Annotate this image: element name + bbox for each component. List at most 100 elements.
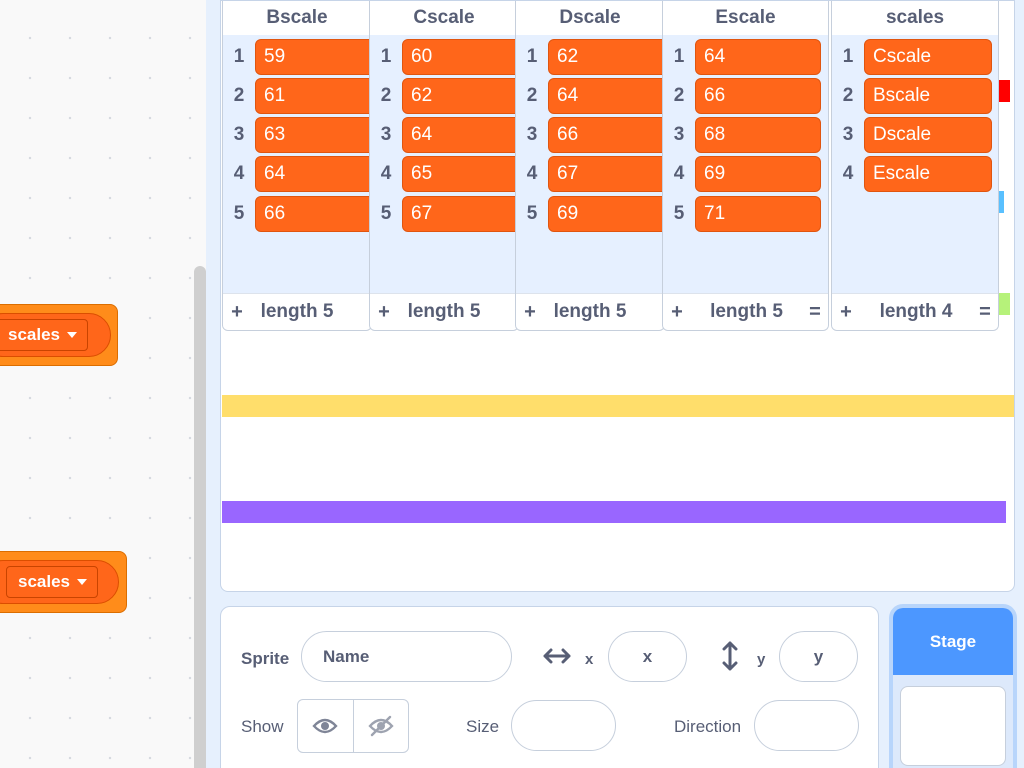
list-row[interactable]: 2 61 <box>223 78 371 114</box>
list-row[interactable]: 3 64 <box>370 117 518 153</box>
list-row-index: 2 <box>673 85 685 106</box>
y-label: y <box>757 651 766 668</box>
list-reporter[interactable]: scales <box>0 313 111 357</box>
dropdown-caret-icon <box>77 579 87 585</box>
list-row[interactable]: 4 64 <box>223 156 371 192</box>
list-footer: + length 5 <box>223 293 371 330</box>
list-row[interactable]: 3 63 <box>223 117 371 153</box>
stage-selector-header: Stage <box>893 608 1013 675</box>
list-row[interactable]: 2 64 <box>516 78 664 114</box>
list-block[interactable]: scales <box>0 551 127 613</box>
list-row-value[interactable]: 64 <box>548 78 664 114</box>
list-row-value[interactable]: Bscale <box>864 78 992 114</box>
list-footer: + length 5 = <box>663 293 828 330</box>
list-row-value[interactable]: 66 <box>695 78 821 114</box>
list-dropdown[interactable]: scales <box>0 319 88 351</box>
sprite-name-input[interactable] <box>301 631 512 682</box>
list-monitor[interactable]: scales 1 Cscale 2 Bscale 3 Dscale 4 Escale + lengt… <box>831 1 999 331</box>
list-row-value[interactable]: 66 <box>255 196 371 232</box>
list-monitor[interactable]: Escale 1 64 2 66 3 68 4 69 5 71 + length 5 = <box>662 1 829 331</box>
list-row-value[interactable]: Cscale <box>864 39 992 75</box>
list-length-label: length 5 <box>260 301 334 322</box>
x-label: x <box>585 651 594 668</box>
y-input[interactable] <box>779 631 858 682</box>
list-monitor[interactable]: Bscale 1 59 2 61 3 63 4 64 5 66 + length 5 <box>222 1 372 331</box>
list-row-value[interactable]: 69 <box>548 196 664 232</box>
list-title: Bscale <box>223 1 371 35</box>
list-length-label: length 4 <box>879 301 953 322</box>
list-row-value[interactable]: Dscale <box>864 117 992 153</box>
x-input[interactable] <box>608 631 687 682</box>
list-row[interactable]: 2 66 <box>663 78 821 114</box>
stage-canvas[interactable]: Bscale 1 59 2 61 3 63 4 64 5 66 + length 5 Cscale 1 60 2… <box>220 0 1015 592</box>
list-row[interactable]: 1 62 <box>516 39 664 75</box>
add-item-button[interactable]: + <box>840 300 852 323</box>
list-row[interactable]: 4 Escale <box>832 156 992 192</box>
list-row[interactable]: 5 69 <box>516 196 664 232</box>
list-reporter[interactable]: scales <box>0 560 119 604</box>
direction-input[interactable] <box>754 700 859 751</box>
blue-stripe <box>997 191 1004 213</box>
list-row[interactable]: 5 71 <box>663 196 821 232</box>
list-row-value[interactable]: 63 <box>255 117 371 153</box>
list-row[interactable]: 3 68 <box>663 117 821 153</box>
list-monitor[interactable]: Cscale 1 60 2 62 3 64 4 65 5 67 + length 5 <box>369 1 519 331</box>
list-row-value[interactable]: 62 <box>402 78 518 114</box>
show-label: Show <box>241 717 284 736</box>
list-row[interactable]: 1 60 <box>370 39 518 75</box>
add-item-button[interactable]: + <box>524 300 536 323</box>
stage-selector[interactable]: Stage <box>889 604 1017 768</box>
list-row-value[interactable]: 59 <box>255 39 371 75</box>
show-visible-button[interactable] <box>298 700 353 752</box>
resize-handle[interactable]: = <box>809 300 821 323</box>
list-items[interactable]: 1 64 2 66 3 68 4 69 5 71 <box>663 35 828 294</box>
list-items[interactable]: 1 60 2 62 3 64 4 65 5 67 <box>370 35 518 294</box>
list-row-value[interactable]: 64 <box>695 39 821 75</box>
list-items[interactable]: 1 62 2 64 3 66 4 67 5 69 <box>516 35 664 294</box>
list-row[interactable]: 1 64 <box>663 39 821 75</box>
add-item-button[interactable]: + <box>231 300 243 323</box>
list-row-value[interactable]: 61 <box>255 78 371 114</box>
list-row-value[interactable]: 64 <box>402 117 518 153</box>
list-row[interactable]: 4 65 <box>370 156 518 192</box>
list-row-value[interactable]: 67 <box>548 156 664 192</box>
code-area[interactable]: scales scales <box>0 0 206 768</box>
list-row-value[interactable]: 62 <box>548 39 664 75</box>
show-hidden-button[interactable] <box>352 700 409 752</box>
list-row[interactable]: 5 67 <box>370 196 518 232</box>
list-monitor[interactable]: Dscale 1 62 2 64 3 66 4 67 5 69 + length 5 <box>515 1 665 331</box>
list-row-value[interactable]: 67 <box>402 196 518 232</box>
list-row-value[interactable]: 66 <box>548 117 664 153</box>
stage-thumbnail[interactable] <box>900 686 1006 766</box>
list-title: Cscale <box>370 1 518 35</box>
list-row-value[interactable]: 69 <box>695 156 821 192</box>
list-row-value[interactable]: 65 <box>402 156 518 192</box>
resize-handle[interactable]: = <box>979 300 991 323</box>
add-item-button[interactable]: + <box>671 300 683 323</box>
list-dropdown[interactable]: scales <box>6 566 98 598</box>
list-row[interactable]: 2 62 <box>370 78 518 114</box>
list-row-value[interactable]: 64 <box>255 156 371 192</box>
list-items[interactable]: 1 Cscale 2 Bscale 3 Dscale 4 Escale <box>832 35 998 294</box>
list-dropdown-label: scales <box>18 572 70 591</box>
list-footer: + length 4 = <box>832 293 998 330</box>
list-row-index: 5 <box>380 203 392 224</box>
list-row[interactable]: 4 69 <box>663 156 821 192</box>
list-row[interactable]: 4 67 <box>516 156 664 192</box>
list-row[interactable]: 3 Dscale <box>832 117 992 153</box>
list-items[interactable]: 1 59 2 61 3 63 4 64 5 66 <box>223 35 371 294</box>
list-row[interactable]: 5 66 <box>223 196 371 232</box>
list-row-value[interactable]: 60 <box>402 39 518 75</box>
list-row-value[interactable]: 71 <box>695 196 821 232</box>
list-row[interactable]: 2 Bscale <box>832 78 992 114</box>
list-row-value[interactable]: 68 <box>695 117 821 153</box>
list-row[interactable]: 3 66 <box>516 117 664 153</box>
eye-slash-icon <box>368 715 394 737</box>
list-row-value[interactable]: Escale <box>864 156 992 192</box>
list-row[interactable]: 1 59 <box>223 39 371 75</box>
code-area-scrollbar[interactable] <box>194 266 206 768</box>
add-item-button[interactable]: + <box>378 300 390 323</box>
list-block[interactable]: scales <box>0 304 118 366</box>
size-input[interactable] <box>511 700 616 751</box>
list-row[interactable]: 1 Cscale <box>832 39 992 75</box>
